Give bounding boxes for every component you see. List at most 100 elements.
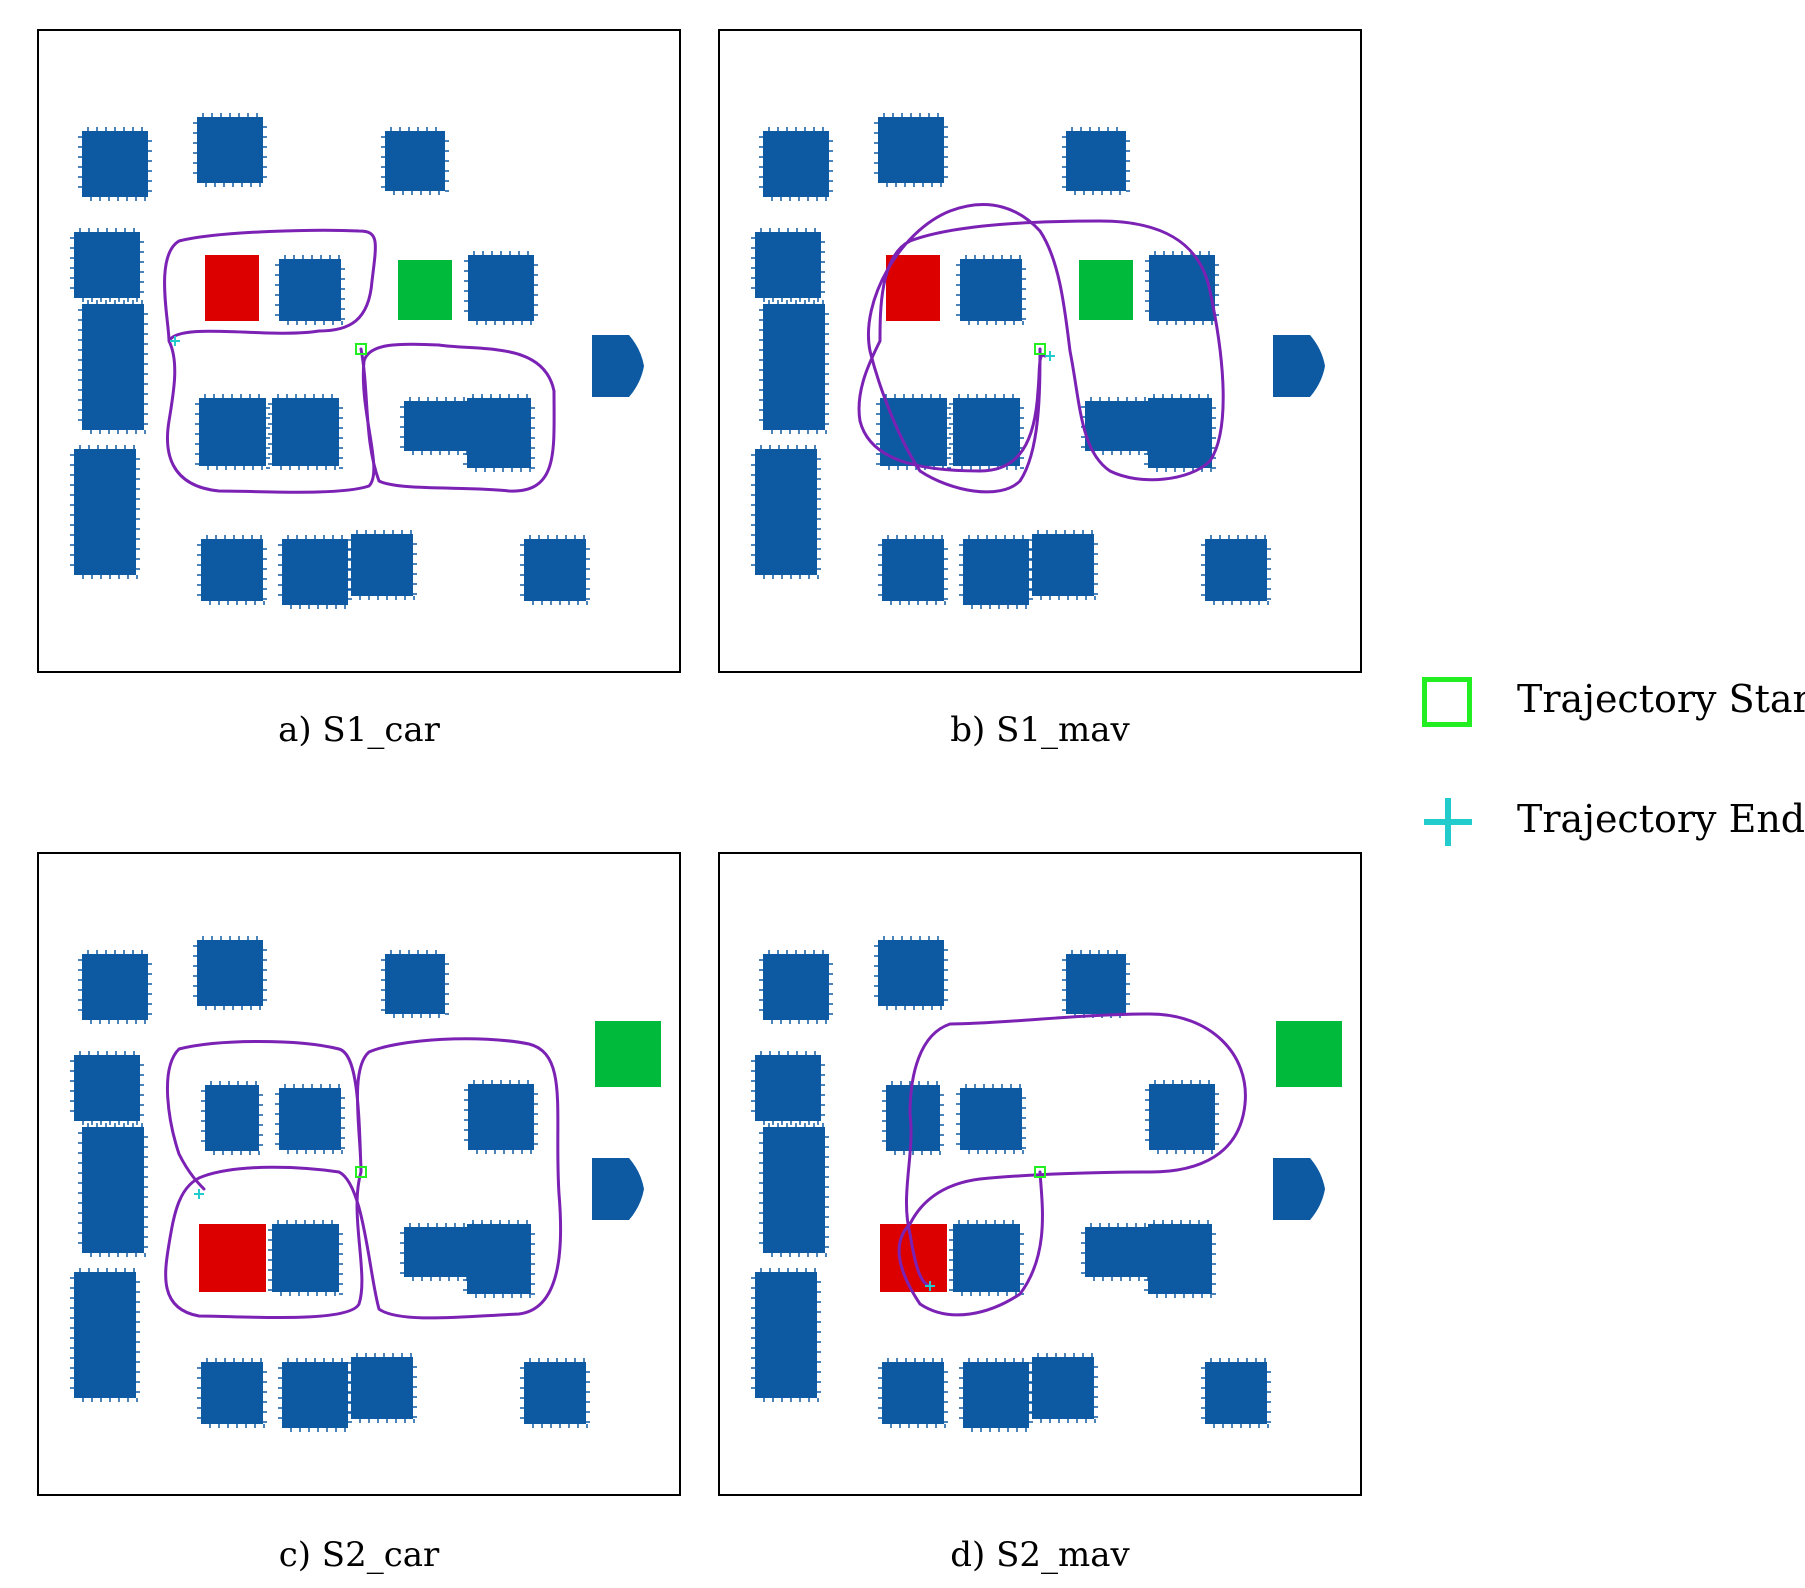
building-8 <box>1032 534 1094 596</box>
map-canvas <box>70 113 644 609</box>
trajectory-path <box>164 1037 563 1320</box>
building-center-4 <box>953 398 1020 466</box>
building-0 <box>763 954 829 1020</box>
dome-building <box>1273 1158 1325 1220</box>
building-center-1-edge-ticks <box>956 255 1026 325</box>
building-center-2-edge-ticks <box>956 1084 1026 1154</box>
building-wide-2 <box>1148 398 1212 468</box>
legend-start-label: Trajectory Start <box>1517 677 1805 721</box>
building-center-3 <box>199 398 266 466</box>
building-4 <box>763 304 825 430</box>
building-0-edge-ticks <box>78 127 152 201</box>
building-0 <box>82 954 148 1020</box>
building-center-4-edge-ticks <box>949 394 1024 470</box>
building-4 <box>763 1127 825 1253</box>
building-center-3 <box>1149 1084 1215 1150</box>
cyan-plus-icon <box>1424 798 1472 846</box>
building-8-edge-ticks <box>347 530 417 600</box>
red-target-building <box>886 255 940 321</box>
building-3 <box>755 232 821 298</box>
building-4-edge-ticks <box>78 1123 148 1257</box>
map-panel-s2-car <box>37 852 681 1496</box>
trajectory-start-marker <box>1034 1166 1046 1178</box>
building-wide-2 <box>467 398 531 468</box>
building-7 <box>282 539 348 605</box>
building-6-edge-ticks <box>197 1358 267 1428</box>
building-3-edge-ticks <box>70 228 144 302</box>
building-center-2 <box>279 1088 341 1150</box>
building-center-3-edge-ticks <box>195 394 270 470</box>
building-9-edge-ticks <box>1201 1358 1271 1428</box>
dome-building <box>1273 335 1325 397</box>
building-8 <box>351 534 413 596</box>
building-8-edge-ticks <box>1028 1353 1098 1423</box>
trajectory-end-marker <box>925 1281 935 1291</box>
building-wide-2 <box>1148 1224 1212 1294</box>
red-target-building <box>199 1224 266 1292</box>
building-center-2 <box>960 1088 1022 1150</box>
trajectory-start-marker <box>355 343 367 355</box>
building-5 <box>74 1272 136 1398</box>
building-center-2-edge-ticks <box>275 1084 345 1154</box>
building-1 <box>197 117 263 183</box>
legend-end-label: Trajectory End <box>1517 797 1805 841</box>
building-wide-2-edge-ticks <box>463 1220 535 1298</box>
map-panel-s1-mav <box>718 29 1362 673</box>
green-target-building <box>1276 1021 1342 1087</box>
building-center-2 <box>468 255 534 321</box>
building-wide-2 <box>467 1224 531 1294</box>
building-center-4-edge-ticks <box>949 1220 1024 1296</box>
building-1 <box>878 940 944 1006</box>
building-6-edge-ticks <box>197 535 267 605</box>
caption-a: a) S1_car <box>278 710 440 750</box>
building-center-4-edge-ticks <box>268 394 343 470</box>
green-target-building <box>398 260 452 320</box>
building-6 <box>882 539 944 601</box>
green-target-building <box>595 1021 661 1087</box>
building-7 <box>282 1362 348 1428</box>
trajectory-path <box>857 203 1225 494</box>
building-0-edge-ticks <box>759 127 833 201</box>
building-9 <box>524 539 586 601</box>
building-0 <box>763 131 829 197</box>
building-6 <box>201 539 263 601</box>
building-center-1-edge-ticks <box>201 1081 263 1155</box>
building-5-edge-ticks <box>70 445 140 579</box>
building-2-edge-ticks <box>381 950 449 1018</box>
building-2-edge-ticks <box>1062 127 1130 195</box>
building-wide-2-edge-ticks <box>1144 394 1216 472</box>
building-center-1 <box>279 259 341 321</box>
building-4-edge-ticks <box>759 1123 829 1257</box>
building-1-edge-ticks <box>874 936 948 1010</box>
building-center-4 <box>953 1224 1020 1292</box>
building-center-2-edge-ticks <box>464 251 538 325</box>
building-5-edge-ticks <box>751 445 821 579</box>
building-6 <box>201 1362 263 1424</box>
map-canvas <box>70 936 661 1432</box>
building-7-edge-ticks <box>959 1358 1033 1432</box>
trajectory-end-marker <box>1045 351 1055 361</box>
trajectory-path <box>163 228 556 494</box>
building-9 <box>524 1362 586 1424</box>
building-center-1-edge-ticks <box>275 255 345 325</box>
building-center-3 <box>880 398 947 466</box>
building-3-edge-ticks <box>751 1051 825 1125</box>
building-9-edge-ticks <box>520 535 590 605</box>
trajectory-start-marker <box>355 1166 367 1178</box>
building-7 <box>963 1362 1029 1428</box>
map-canvas <box>751 936 1342 1432</box>
building-center-2 <box>1149 255 1215 321</box>
map-panel-s1-car <box>37 29 681 673</box>
building-6 <box>882 1362 944 1424</box>
building-center-4 <box>272 398 339 466</box>
building-3 <box>74 232 140 298</box>
building-0 <box>82 131 148 197</box>
caption-b: b) S1_mav <box>950 710 1130 750</box>
building-center-1 <box>886 1085 940 1151</box>
building-center-1 <box>960 259 1022 321</box>
dome-building <box>592 1158 644 1220</box>
building-0-edge-ticks <box>78 950 152 1024</box>
caption-d: d) S2_mav <box>950 1535 1130 1575</box>
green-target-building <box>1079 260 1133 320</box>
building-4 <box>82 1127 144 1253</box>
